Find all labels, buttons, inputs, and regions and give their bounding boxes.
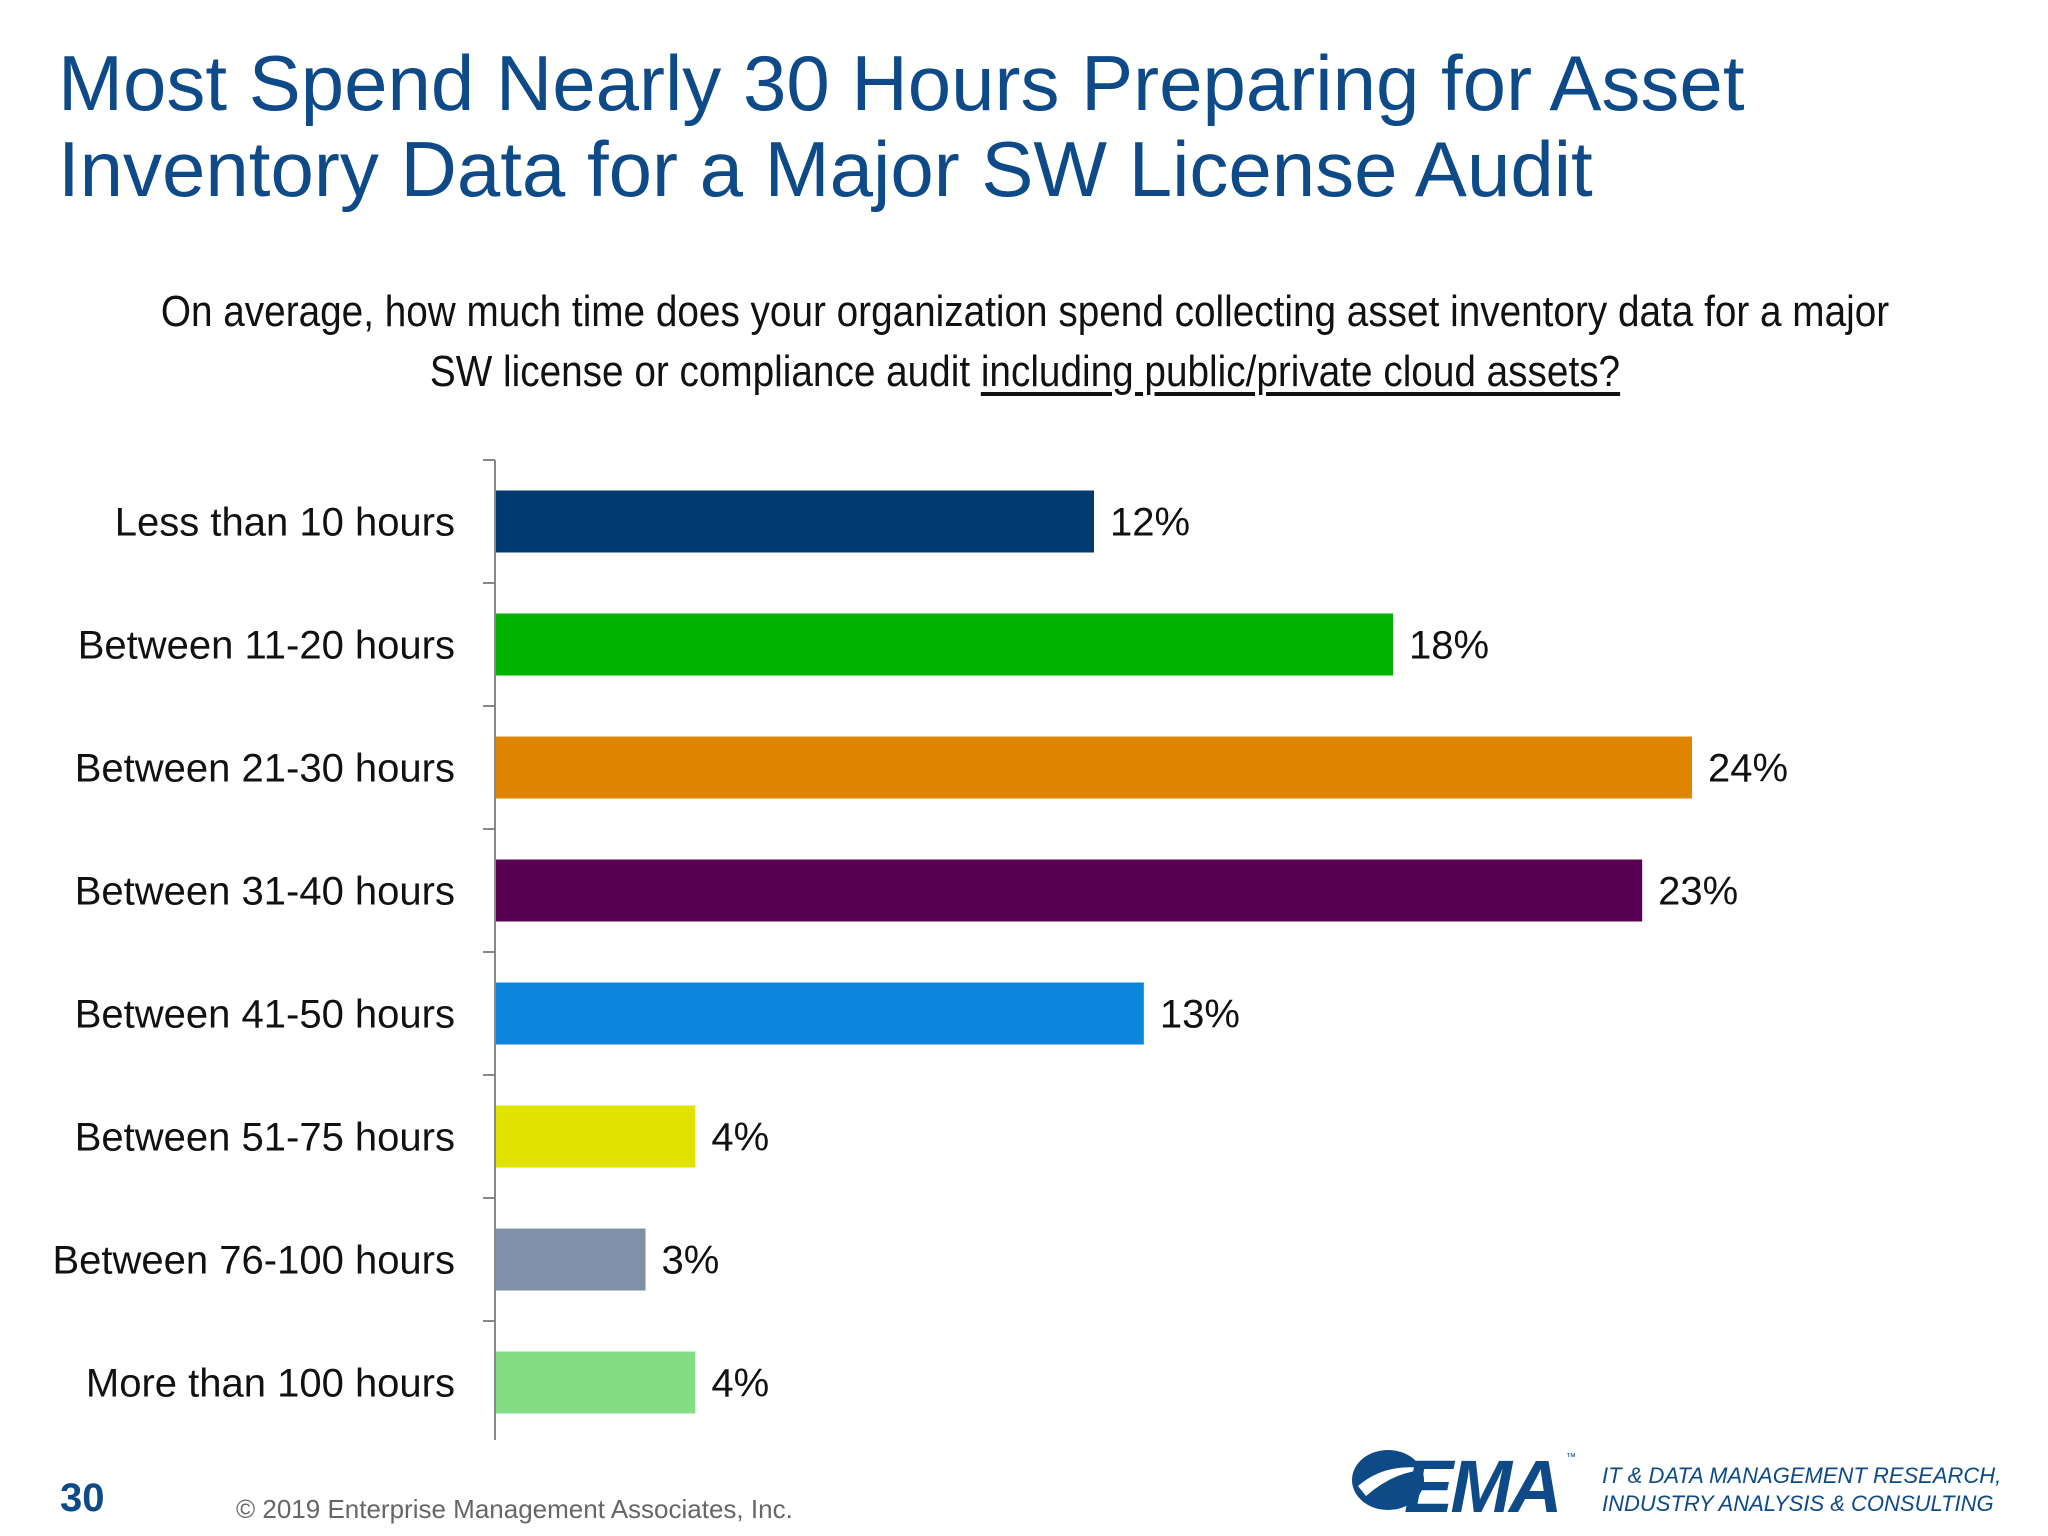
trademark-symbol: ™ (1566, 1452, 1576, 1463)
category-label: Between 41-50 hours (75, 993, 455, 1037)
survey-question: On average, how much time does your orga… (149, 282, 1900, 402)
company-tagline: IT & DATA MANAGEMENT RESEARCH, INDUSTRY … (1602, 1462, 2001, 1518)
value-label: 18% (1409, 624, 1489, 668)
category-label: Between 31-40 hours (75, 870, 455, 914)
category-label: More than 100 hours (86, 1362, 455, 1406)
value-label: 24% (1708, 747, 1788, 791)
ema-logo-text: EMA (1404, 1445, 1562, 1528)
survey-question-underlined: including public/private cloud assets? (980, 347, 1621, 396)
category-label: Between 21-30 hours (75, 747, 455, 791)
slide-title-line-1: Most Spend Nearly 30 Hours Preparing for… (58, 39, 1745, 127)
bar (496, 490, 1094, 553)
bar (496, 613, 1393, 676)
ema-logo-swoosh-icon (1352, 1450, 1434, 1510)
value-label: 4% (711, 1116, 769, 1160)
value-label: 23% (1658, 870, 1738, 914)
value-label: 3% (662, 1239, 720, 1283)
bar-chart: Less than 10 hours 12% Between 11-20 hours… (53, 459, 1788, 1440)
tagline-line-1: IT & DATA MANAGEMENT RESEARCH, (1602, 1463, 2002, 1488)
bar (496, 859, 1643, 922)
bar (496, 736, 1692, 799)
tagline-line-2: INDUSTRY ANALYSIS & CONSULTING (1602, 1491, 1994, 1516)
value-label: 13% (1160, 993, 1240, 1037)
category-label: Between 11-20 hours (78, 624, 455, 668)
category-label: Between 51-75 hours (75, 1116, 455, 1160)
bar (496, 1228, 646, 1291)
category-label: Less than 10 hours (115, 501, 455, 545)
category-label: Between 76-100 hours (53, 1239, 456, 1283)
copyright-notice: © 2019 Enterprise Management Associates,… (236, 1494, 793, 1524)
slide-title-line-2: Inventory Data for a Major SW License Au… (58, 125, 1593, 213)
slide-title: Most Spend Nearly 30 Hours Preparing for… (58, 40, 1958, 212)
bar (496, 982, 1144, 1045)
value-label: 4% (711, 1362, 769, 1406)
page-number: 30 (60, 1476, 105, 1520)
bar (496, 1105, 696, 1168)
value-label: 12% (1110, 501, 1190, 545)
survey-question-text: On average, how much time does your orga… (160, 287, 1890, 396)
bar (496, 1351, 696, 1414)
